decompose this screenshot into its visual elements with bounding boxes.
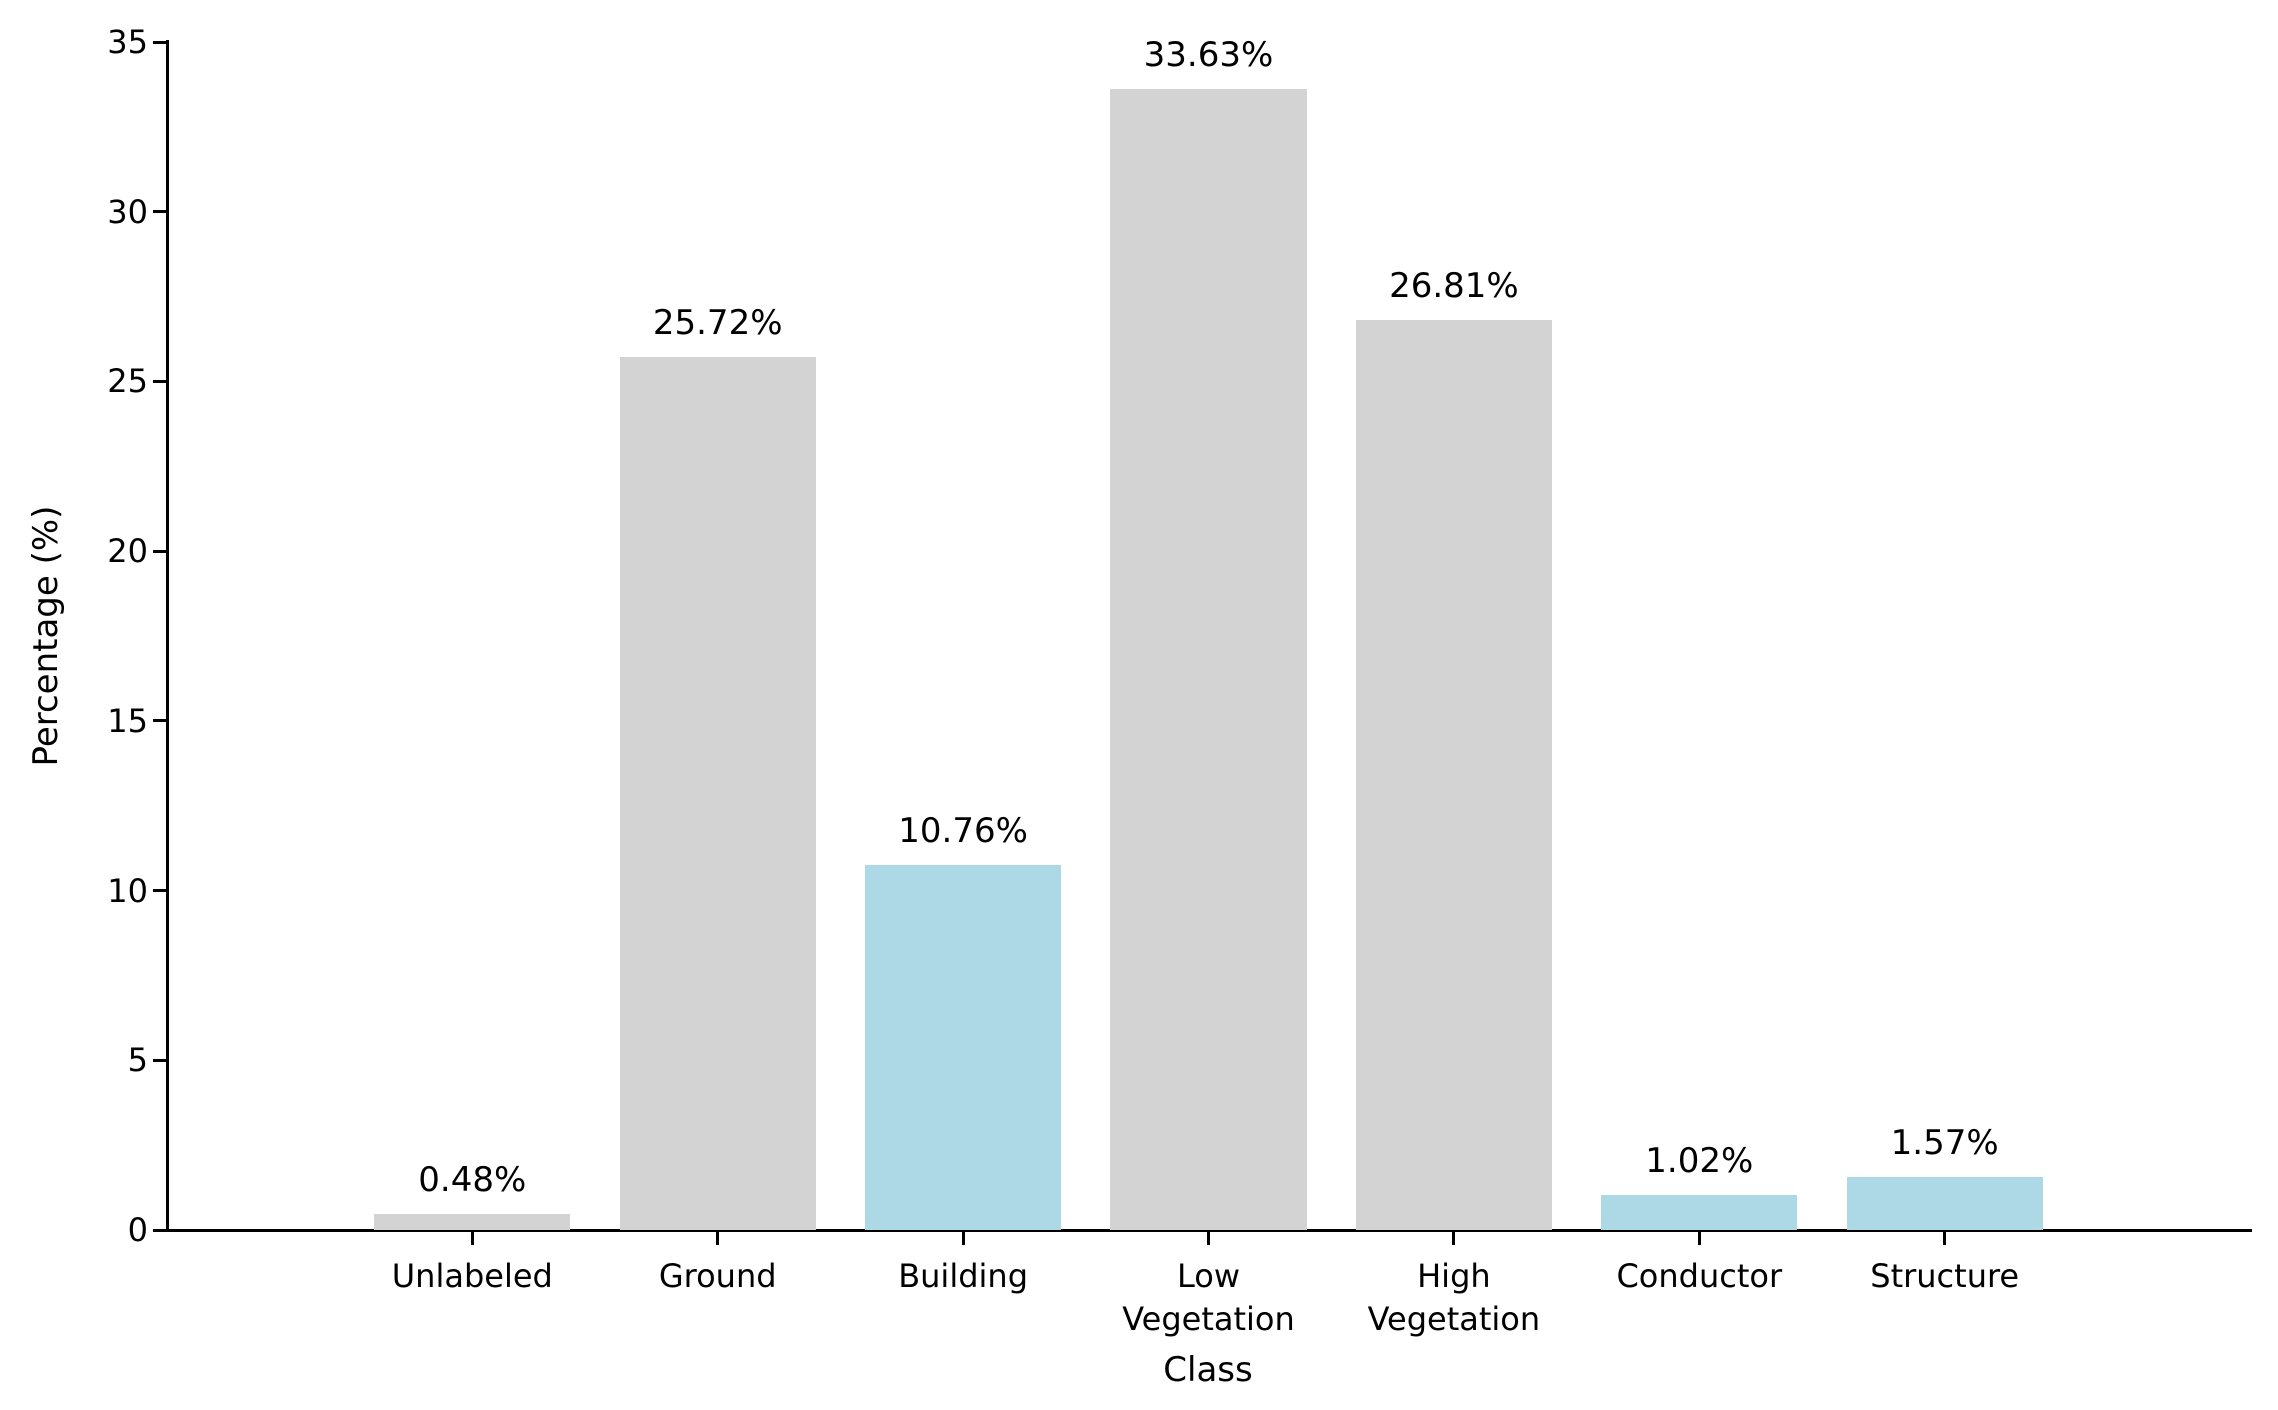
x-tick-label: Ground: [658, 1257, 777, 1295]
bar-value-label: 25.72%: [652, 302, 783, 343]
y-tick-mark: [153, 40, 167, 44]
y-tick-mark: [153, 549, 167, 553]
x-tick-mark: [470, 1231, 474, 1245]
x-tick-label: Structure: [1870, 1257, 2020, 1295]
y-tick-mark: [153, 719, 167, 723]
bar: [619, 356, 816, 1230]
bar-value-label: 26.81%: [1389, 265, 1519, 306]
y-axis-spine: [166, 40, 169, 1232]
y-tick-label: 0: [127, 1211, 148, 1249]
bar: [864, 864, 1062, 1230]
y-tick-label: 20: [107, 532, 148, 571]
bar: [1355, 319, 1553, 1230]
bar-value-label: 0.48%: [418, 1159, 527, 1200]
x-tick-label: Unlabeled: [391, 1257, 553, 1295]
bar-value-label: 1.57%: [1890, 1122, 1999, 1163]
y-tick-label: 30: [107, 192, 148, 231]
x-axis-spine: [166, 1229, 2252, 1232]
x-axis-label: Class: [1163, 1350, 1253, 1390]
bar: [1110, 88, 1307, 1230]
y-tick-mark: [153, 379, 167, 383]
x-tick-mark: [961, 1231, 965, 1245]
bar-value-label: 33.63%: [1143, 34, 1274, 75]
x-tick-label: Conductor: [1616, 1257, 1783, 1295]
x-tick-mark: [716, 1231, 720, 1245]
y-tick-mark: [153, 1228, 167, 1232]
x-tick-label: High Vegetation: [1367, 1257, 1541, 1338]
bar: [374, 1213, 571, 1230]
y-tick-label: 5: [127, 1041, 148, 1080]
x-tick-mark: [1943, 1231, 1947, 1245]
y-tick-label: 10: [107, 871, 148, 910]
y-tick-mark: [153, 210, 167, 214]
bar-value-label: 1.02%: [1645, 1141, 1754, 1182]
y-tick-label: 15: [107, 701, 148, 740]
x-tick-mark: [1207, 1231, 1210, 1245]
y-tick-label: 35: [107, 23, 148, 61]
bar-value-label: 10.76%: [898, 810, 1028, 851]
x-tick-mark: [1452, 1231, 1456, 1245]
x-tick-label: Building: [898, 1257, 1028, 1295]
y-tick-label: 25: [107, 362, 148, 401]
y-tick-mark: [153, 1058, 167, 1062]
x-tick-mark: [1697, 1231, 1701, 1245]
bar: [1601, 1195, 1798, 1230]
x-tick-label: Low Vegetation: [1122, 1257, 1295, 1338]
y-axis-label: Percentage (%): [26, 505, 66, 767]
bar: [1846, 1176, 2043, 1230]
y-tick-mark: [153, 889, 167, 893]
